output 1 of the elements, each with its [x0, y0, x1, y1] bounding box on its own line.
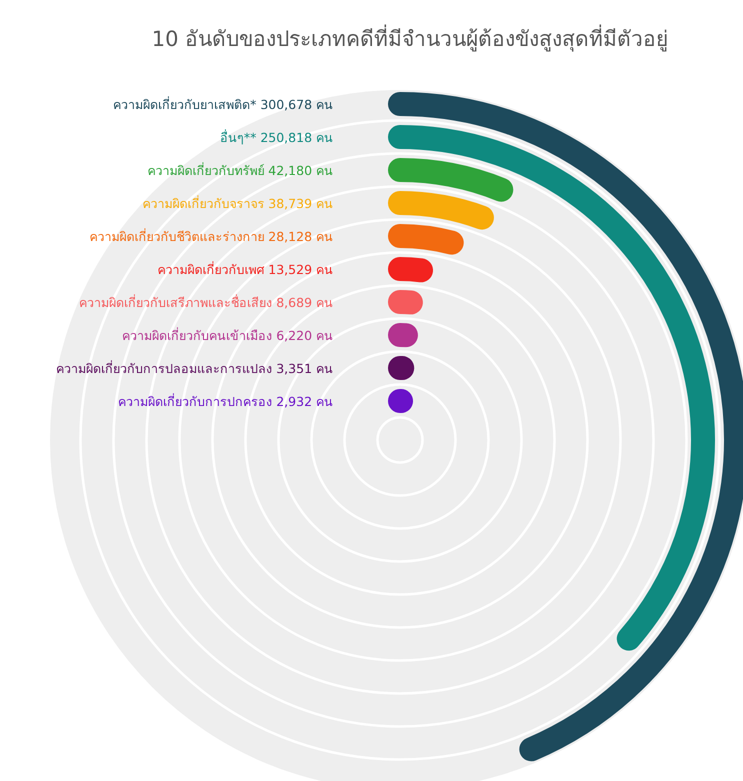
- title: 10 อันดับของประเภทคดีที่มีจำนวนผู้ต้องขังสูงสุดที่มีตัวอยู่: [152, 27, 668, 51]
